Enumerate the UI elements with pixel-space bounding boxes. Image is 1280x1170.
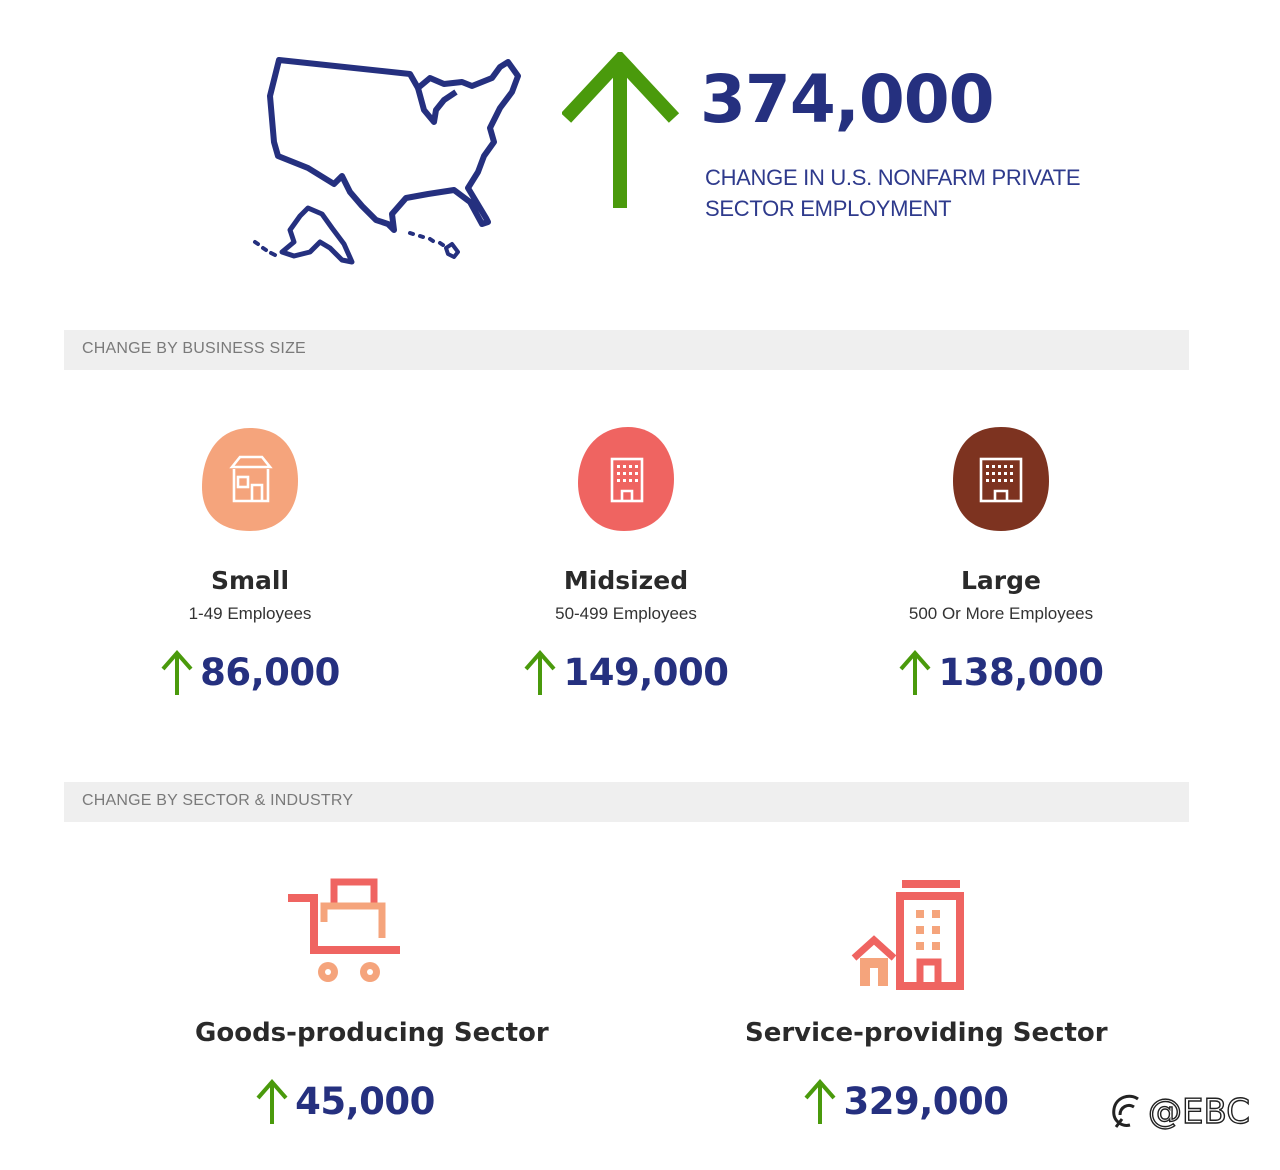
business-size-small: Small 1-49 Employees 86,000 (80, 425, 420, 697)
usa-map-icon (253, 57, 521, 265)
business-size-range: 1-49 Employees (188, 604, 312, 623)
sector-change: 329,000 (745, 1078, 1067, 1126)
sector-name: Goods-producing Sector (195, 1018, 549, 1048)
hero-caption-line-1: CHANGE IN U.S. NONFARM PRIVATE (705, 165, 1081, 190)
business-size-change: 86,000 (80, 649, 420, 697)
up-arrow-icon (256, 1078, 288, 1124)
section-title: CHANGE BY BUSINESS SIZE (82, 340, 306, 357)
section-header-sector-industry: CHANGE BY SECTOR & INDUSTRY (64, 782, 1189, 822)
up-arrow-icon (899, 649, 931, 695)
business-size-name: Small (210, 566, 290, 595)
up-arrow-icon (161, 649, 193, 695)
store-icon (202, 428, 298, 531)
watermark-text: @EBC (1147, 1091, 1250, 1132)
office-building-icon (953, 427, 1049, 531)
sector-change: 45,000 (195, 1078, 495, 1126)
business-size-value: 149,000 (563, 651, 729, 694)
sector-name: Service-providing Sector (745, 1018, 1108, 1048)
section-title: CHANGE BY SECTOR & INDUSTRY (82, 792, 354, 809)
business-size-value: 138,000 (938, 651, 1104, 694)
sector-service-providing: Service-providing Sector 329,000 (745, 1016, 1108, 1126)
up-arrow-icon (562, 52, 680, 208)
sector-value: 45,000 (295, 1080, 435, 1123)
business-size-large: Large 500 Or More Employees 138,000 (831, 425, 1171, 697)
office-building-icon (578, 427, 674, 531)
buildings-icon (851, 880, 964, 990)
hero-caption: CHANGE IN U.S. NONFARM PRIVATE SECTOR EM… (705, 162, 1105, 224)
sector-goods-producing: Goods-producing Sector 45,000 (195, 1016, 549, 1126)
cart-icon (288, 878, 400, 982)
up-arrow-icon (524, 649, 556, 695)
business-size-change: 149,000 (456, 649, 796, 697)
business-size-value: 86,000 (200, 651, 340, 694)
business-size-change: 138,000 (831, 649, 1171, 697)
hero-value: 374,000 (700, 61, 995, 138)
business-size-name: Large (961, 566, 1041, 595)
business-size-range: 500 Or More Employees (908, 604, 1094, 623)
hero-caption-line-2: SECTOR EMPLOYMENT (705, 196, 952, 221)
weibo-logo-icon (1112, 1094, 1139, 1128)
business-size-midsized: Midsized 50-499 Employees 149,000 (456, 425, 796, 697)
section-header-business-size: CHANGE BY BUSINESS SIZE (64, 330, 1189, 370)
watermark: @EBC (1108, 1091, 1251, 1133)
up-arrow-icon (804, 1078, 836, 1124)
sector-value: 329,000 (843, 1080, 1009, 1123)
business-size-range: 50-499 Employees (555, 604, 697, 623)
business-size-name: Midsized (563, 566, 689, 595)
